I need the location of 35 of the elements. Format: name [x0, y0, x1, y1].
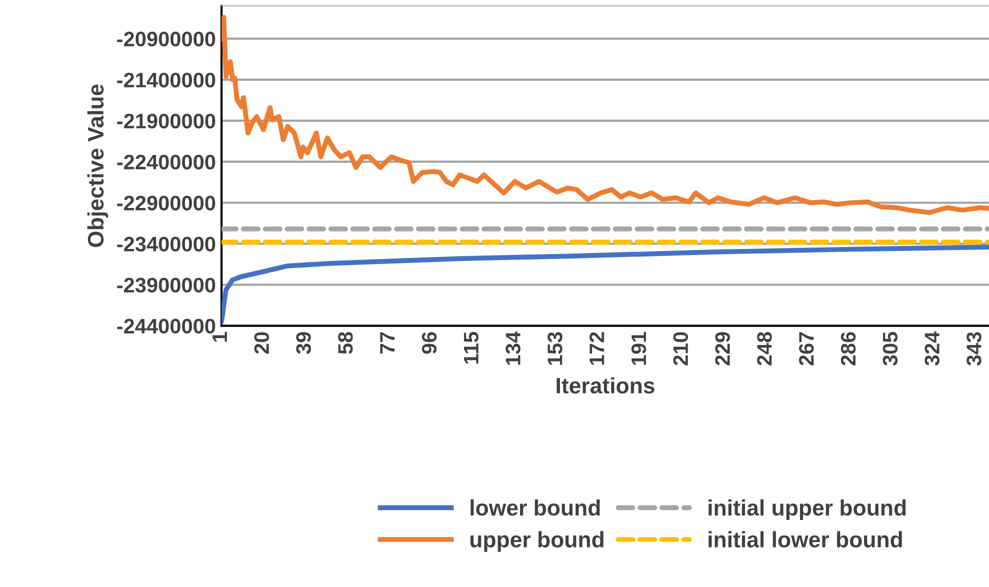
- line-series: [222, 244, 989, 324]
- x-tick-label: 20: [254, 332, 270, 354]
- x-tick-label: 343: [966, 332, 982, 366]
- x-tick-label: 191: [631, 332, 646, 365]
- x-tick-label: 248: [757, 332, 772, 366]
- x-tick-label: 172: [589, 332, 604, 365]
- y-axis-title: Objective Value: [87, 84, 108, 248]
- y-tick-label: -21400000: [117, 72, 216, 88]
- legend-label: lower bound: [470, 499, 600, 516]
- y-tick-label: -22400000: [117, 154, 216, 170]
- x-tick-label: 115: [464, 332, 479, 364]
- x-tick-label: 1: [212, 332, 227, 342]
- legend-label: initial lower bound: [708, 531, 902, 548]
- x-tick-label: 305: [882, 332, 898, 366]
- x-tick-label: 286: [840, 332, 856, 366]
- x-tick-label: 153: [548, 332, 562, 365]
- x-tick-label: 229: [715, 332, 730, 366]
- legend-label: upper bound: [470, 531, 604, 552]
- x-tick-label: 58: [338, 332, 353, 354]
- y-tick-label: -23400000: [117, 236, 216, 252]
- y-tick-label: -23900000: [117, 278, 216, 293]
- x-tick-label: 210: [673, 332, 688, 366]
- y-tick-label: -21900000: [117, 114, 216, 128]
- y-tick-label: -20900000: [117, 32, 216, 46]
- x-tick-label: 324: [924, 331, 940, 366]
- y-tick-label: -24400000: [117, 318, 216, 334]
- x-tick-label: 39: [296, 332, 311, 354]
- line-series: [222, 14, 989, 216]
- x-tick-label: 134: [506, 331, 520, 365]
- x-tick-label: 267: [799, 332, 814, 366]
- x-tick-label: 77: [380, 332, 395, 354]
- x-axis-title: Iterations: [556, 377, 654, 394]
- y-tick-label: -22900000: [117, 196, 216, 210]
- x-tick-label: 96: [422, 332, 437, 354]
- legend-label: initial upper bound: [708, 499, 906, 520]
